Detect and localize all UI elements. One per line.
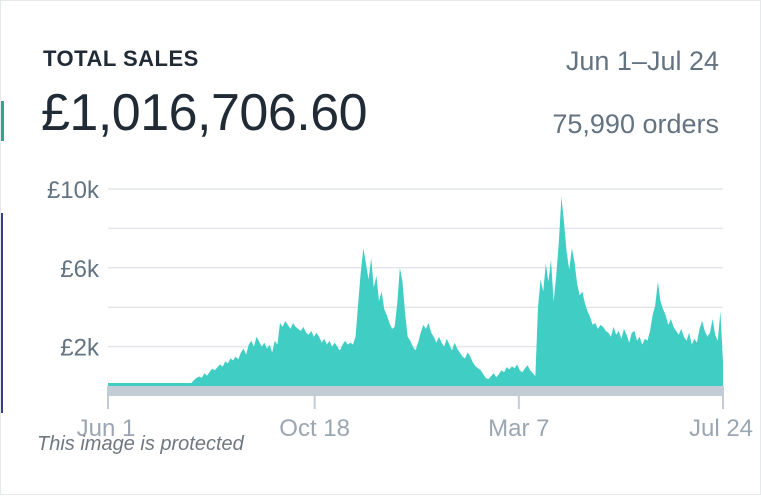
x-tick-label: Jun 1	[77, 415, 136, 442]
date-range[interactable]: Jun 1–Jul 24	[565, 46, 719, 76]
y-axis-ticks: £10k £6k £2k	[47, 177, 100, 362]
grid-lines	[108, 188, 723, 348]
x-axis-ticks: Jun 1 Oct 18 Mar 7 Jul 24	[77, 386, 753, 442]
y-tick-label: £2k	[60, 335, 100, 362]
left-edge-accent	[1, 101, 4, 141]
card-title: TOTAL SALES	[43, 46, 199, 71]
sales-area-series	[108, 196, 723, 386]
x-tick-label: Jul 24	[689, 415, 753, 442]
total-sales-value: £1,016,706.60	[41, 84, 368, 142]
y-tick-label: £10k	[47, 177, 100, 204]
y-tick-label: £6k	[60, 256, 100, 283]
x-axis-baseline	[108, 386, 723, 396]
x-tick-label: Mar 7	[488, 415, 549, 442]
left-edge-accent-2	[1, 213, 3, 413]
x-tick-label: Oct 18	[279, 415, 350, 442]
protected-watermark: This image is protected	[37, 433, 244, 455]
orders-count: 75,990 orders	[552, 109, 719, 139]
